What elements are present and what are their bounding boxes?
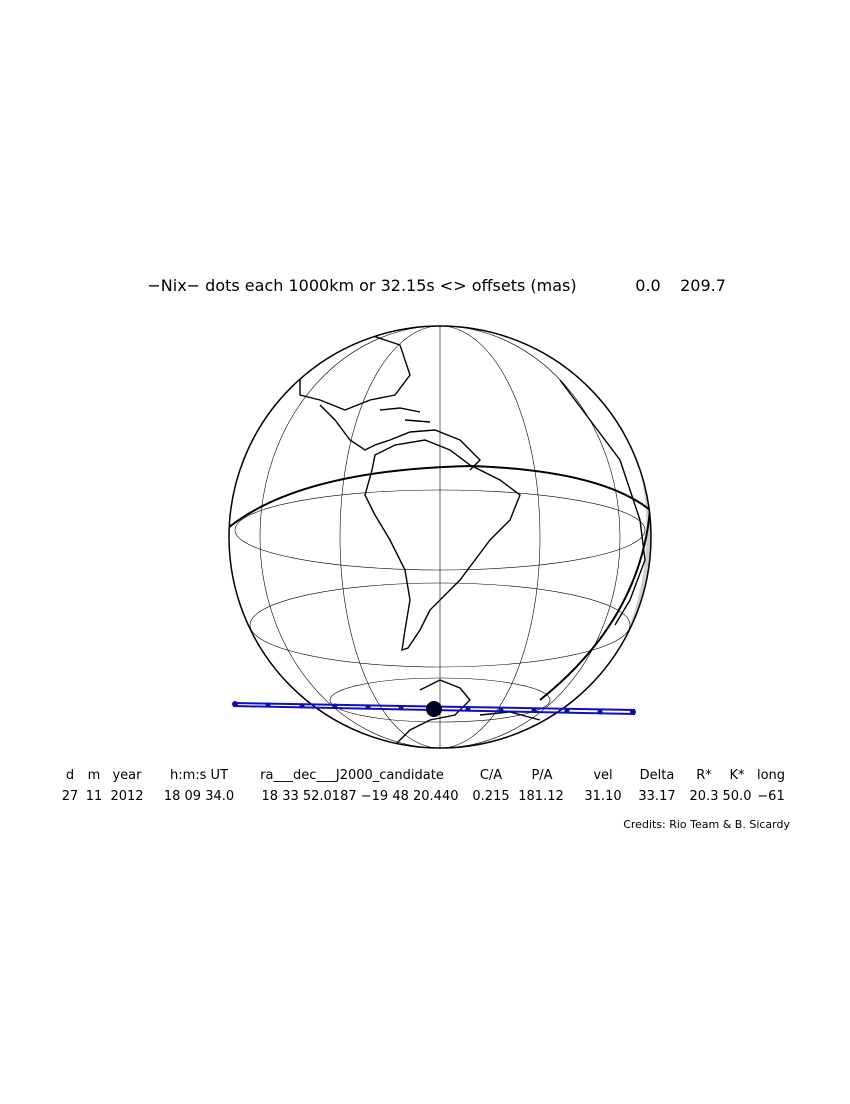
table-cell: 31.10: [584, 789, 621, 804]
table-header: P/A: [531, 768, 552, 783]
offset-y: 209.7: [680, 276, 726, 295]
path-dots: [232, 701, 636, 715]
table-cell: 20.3: [690, 789, 719, 804]
table-header: year: [112, 768, 142, 783]
table-cell: 50.0: [723, 789, 752, 804]
graticule: [234, 326, 646, 748]
closest-approach: [426, 701, 442, 717]
title: −Nix− dots each 1000km or 32.15s <> offs…: [147, 276, 576, 295]
table-cell: 18 33 52.0187 −19 48 20.440: [262, 789, 459, 804]
table-header: h:m:s UT: [170, 768, 228, 783]
globe-outline: [228, 325, 652, 749]
terminator: [539, 509, 651, 701]
table-cell: 18 09 34.0: [164, 789, 234, 804]
table-header: m: [88, 768, 101, 783]
table-header: Delta: [640, 768, 675, 783]
equator-line: [229, 464, 651, 529]
table-header: C/A: [480, 768, 502, 783]
shadow-path: [232, 701, 636, 717]
table-cell: 33.17: [638, 789, 675, 804]
table-header: ra___dec___J2000_candidate: [260, 768, 444, 783]
credits: Credits: Rio Team & B. Sicardy: [623, 818, 790, 831]
data-table: d m year h:m:s UT ra___dec___J2000_candidate…: [62, 768, 785, 804]
table-cell: 27: [62, 789, 79, 804]
table-cell: 2012: [110, 789, 143, 804]
table-cell: 11: [86, 789, 103, 804]
table-header: vel: [593, 768, 612, 783]
globe-features: [229, 326, 651, 748]
table-cell: 181.12: [518, 789, 564, 804]
table-cell: 0.215: [472, 789, 509, 804]
table-header: R*: [696, 768, 712, 783]
globe: [228, 325, 652, 749]
table-header: K*: [729, 768, 745, 783]
table-header: long: [757, 768, 785, 783]
table-cell: −61: [757, 789, 784, 804]
table-header: d: [66, 768, 74, 783]
offset-x: 0.0: [635, 276, 660, 295]
